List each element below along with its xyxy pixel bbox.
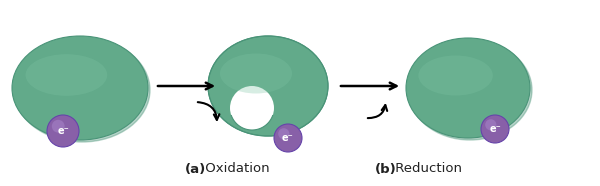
Text: Oxidation: Oxidation <box>201 163 269 176</box>
Circle shape <box>230 86 274 130</box>
Ellipse shape <box>208 36 328 136</box>
Ellipse shape <box>14 38 150 142</box>
Ellipse shape <box>12 36 148 140</box>
Circle shape <box>274 124 302 152</box>
Ellipse shape <box>406 38 530 138</box>
Ellipse shape <box>220 54 292 94</box>
Circle shape <box>278 128 289 139</box>
Circle shape <box>481 115 509 143</box>
Text: e⁻: e⁻ <box>57 126 69 136</box>
Text: (a): (a) <box>185 163 206 176</box>
Text: e⁻: e⁻ <box>282 133 294 143</box>
Circle shape <box>485 119 496 130</box>
Circle shape <box>52 120 65 133</box>
Text: (b): (b) <box>375 163 397 176</box>
Ellipse shape <box>408 40 532 140</box>
Ellipse shape <box>418 55 493 95</box>
Circle shape <box>47 115 79 147</box>
Text: Reduction: Reduction <box>391 163 462 176</box>
Text: e⁻: e⁻ <box>489 124 501 134</box>
Ellipse shape <box>26 54 107 96</box>
